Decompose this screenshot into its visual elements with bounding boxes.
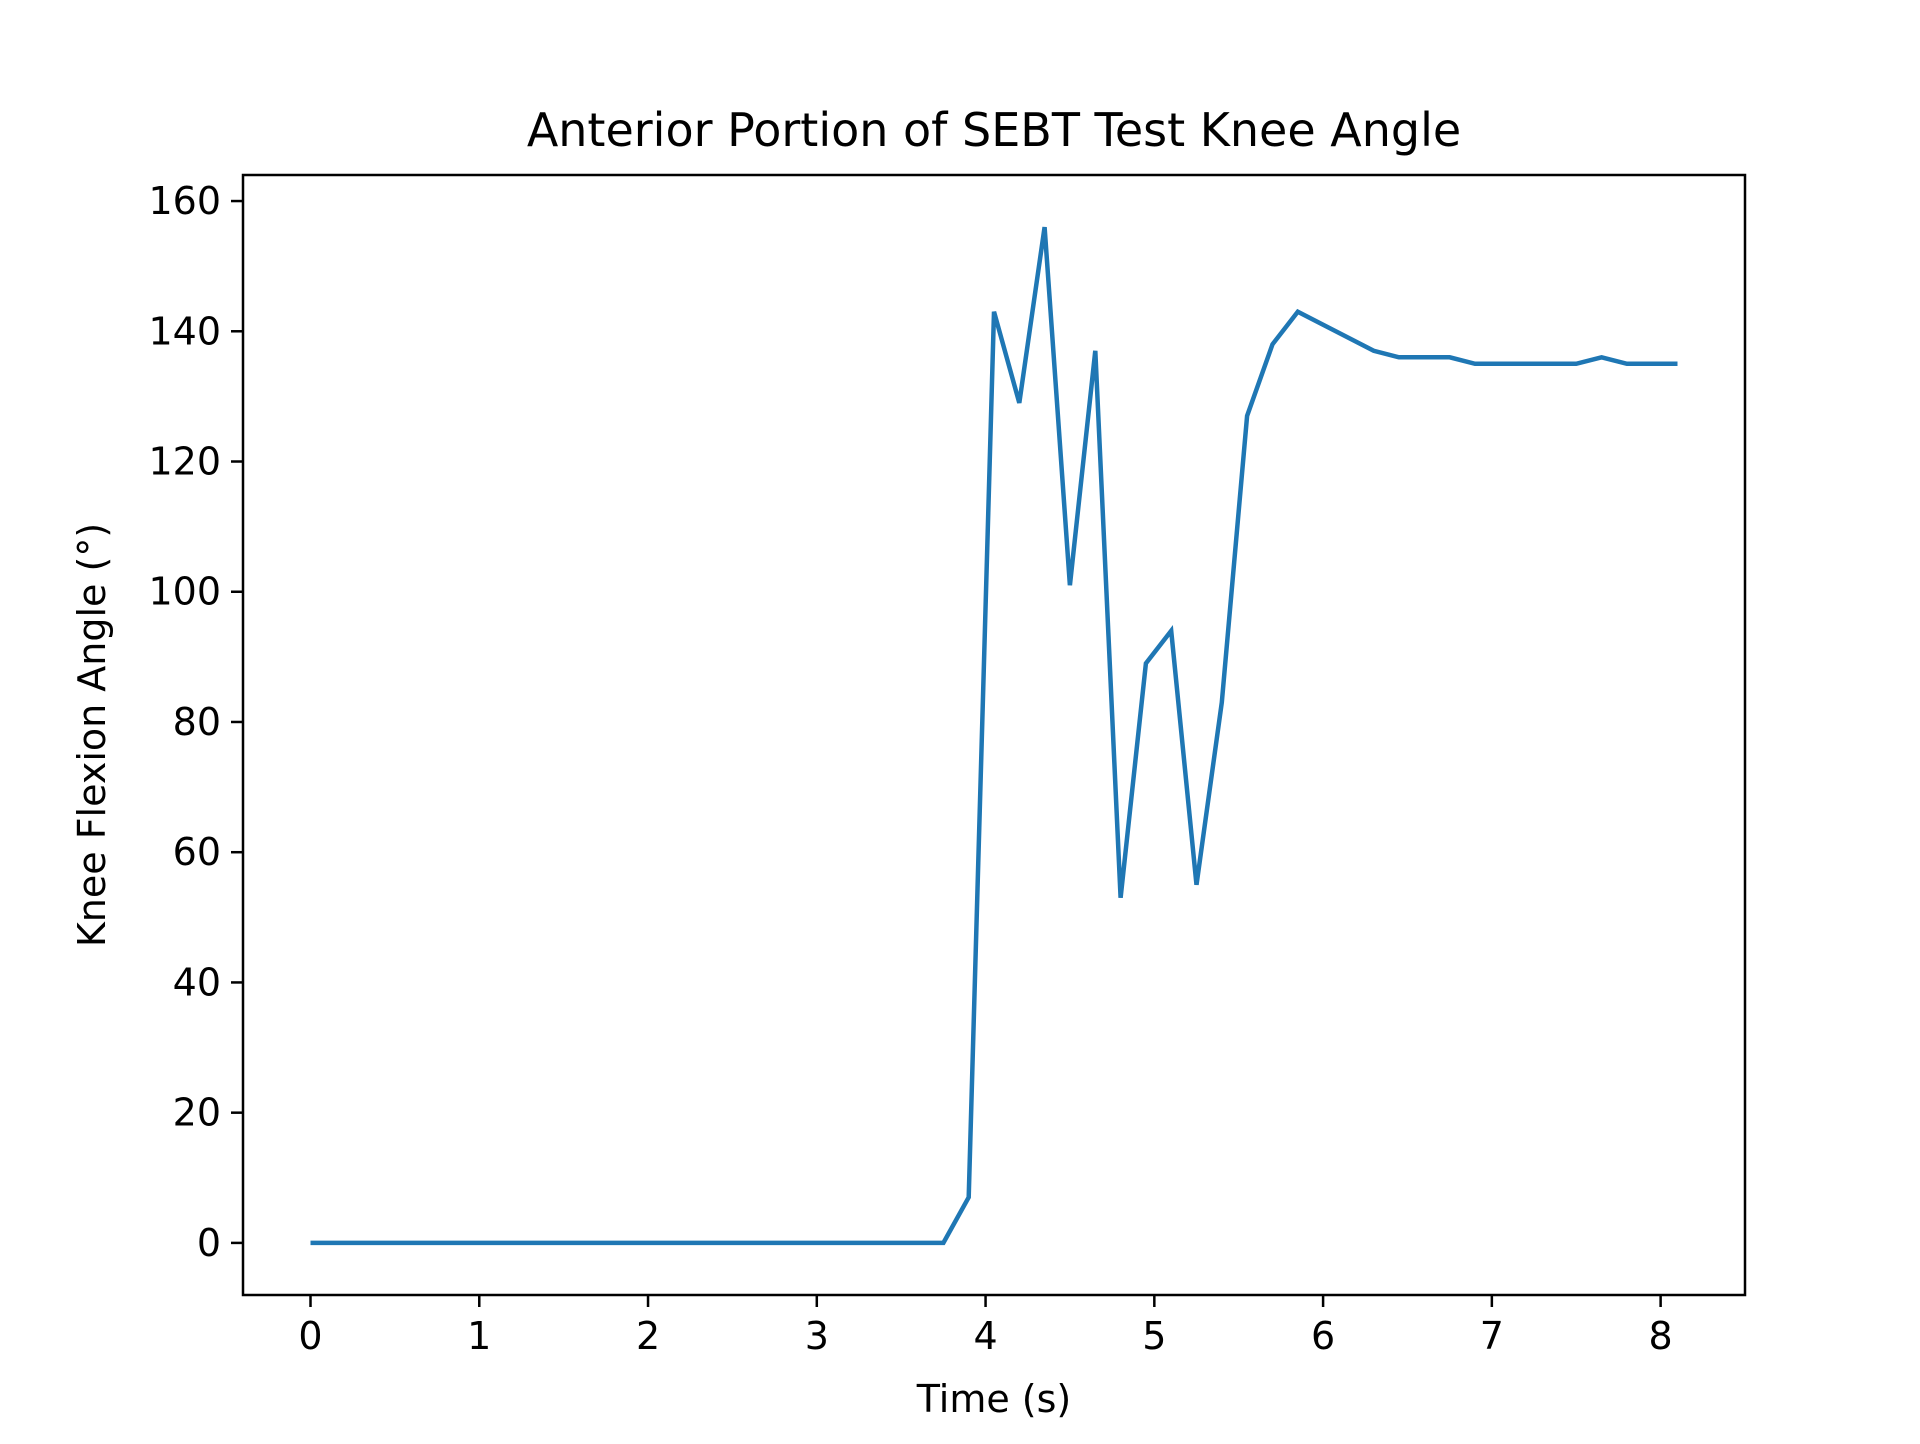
series-line — [310, 226, 1678, 1246]
y-tick-label: 100 — [148, 570, 221, 614]
y-tick-label: 60 — [173, 830, 221, 874]
x-tick-label: 5 — [1142, 1314, 1166, 1358]
x-axis-ticks: 0 1 2 3 4 5 6 7 8 — [298, 1295, 1673, 1358]
x-axis-label: Time (s) — [916, 1377, 1072, 1421]
x-tick-label: 4 — [973, 1314, 997, 1358]
y-tick-label: 20 — [173, 1091, 221, 1135]
x-tick-label: 8 — [1649, 1314, 1673, 1358]
y-tick-label: 140 — [148, 309, 221, 353]
x-tick-label: 1 — [467, 1314, 491, 1358]
plot-frame — [241, 173, 1747, 1297]
x-tick-label: 2 — [636, 1314, 660, 1358]
y-tick-label: 160 — [148, 179, 221, 223]
y-tick-label: 120 — [148, 440, 221, 484]
y-axis-label: Knee Flexion Angle (°) — [70, 523, 114, 947]
x-tick-label: 3 — [805, 1314, 829, 1358]
y-tick-label: 0 — [197, 1221, 221, 1265]
x-tick-label: 6 — [1311, 1314, 1335, 1358]
y-tick-label: 40 — [173, 960, 221, 1004]
x-tick-label: 7 — [1480, 1314, 1504, 1358]
y-axis-ticks: 0 20 40 60 80 100 120 140 160 — [148, 179, 243, 1265]
x-tick-label: 0 — [298, 1314, 322, 1358]
y-tick-label: 80 — [173, 700, 221, 744]
plot-series — [310, 226, 1678, 1246]
chart-title: Anterior Portion of SEBT Test Knee Angle — [527, 103, 1461, 157]
